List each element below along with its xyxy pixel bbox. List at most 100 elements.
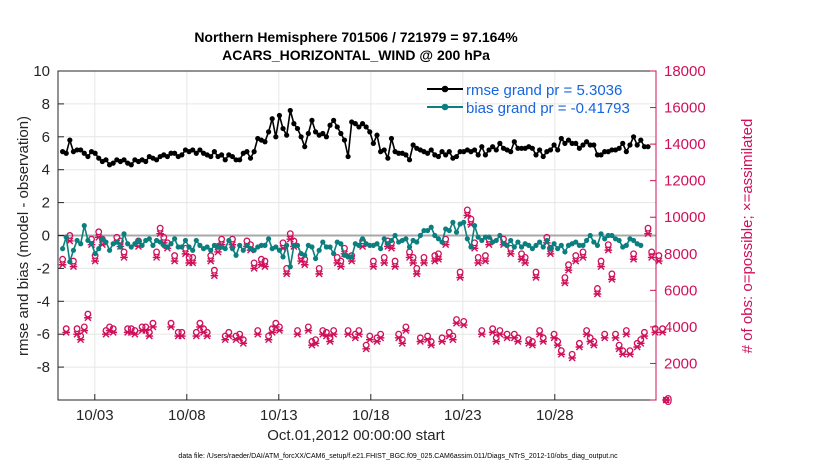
bias-point bbox=[544, 237, 550, 244]
bias-point bbox=[226, 237, 232, 244]
rmse-point bbox=[302, 144, 308, 150]
obs-possible-point bbox=[391, 257, 399, 265]
rmse-point bbox=[298, 134, 304, 140]
rmse-point bbox=[74, 147, 80, 153]
bias-point bbox=[117, 244, 124, 250]
rmse-point bbox=[569, 140, 575, 146]
rmse-point bbox=[385, 155, 391, 161]
bias-point bbox=[291, 242, 297, 248]
rmse-point bbox=[359, 121, 366, 127]
obs-assimilated-point bbox=[405, 253, 414, 261]
rmse-point bbox=[323, 134, 330, 140]
rmse-point bbox=[265, 129, 272, 135]
bias-point bbox=[381, 236, 387, 242]
obs-assimilated-point bbox=[206, 257, 215, 265]
rmse-point bbox=[327, 122, 333, 128]
obs-assimilated-point bbox=[261, 263, 269, 271]
obs-possible-point bbox=[420, 253, 428, 261]
rmse-point bbox=[490, 144, 496, 150]
obs-assimilated-point bbox=[156, 230, 164, 238]
bias-point bbox=[262, 242, 268, 248]
bias-point bbox=[576, 242, 582, 248]
rmse-point bbox=[190, 147, 196, 153]
obs-assimilated-point bbox=[506, 250, 515, 258]
obs-assimilated-point bbox=[69, 263, 78, 271]
rmse-point bbox=[453, 153, 460, 160]
obs-assimilated-point bbox=[600, 334, 609, 342]
bias-point bbox=[471, 223, 478, 229]
obs-assimilated-point bbox=[188, 259, 197, 267]
rmse-point bbox=[540, 153, 546, 160]
rmse-point bbox=[587, 142, 593, 148]
bias-point bbox=[432, 232, 438, 239]
bias-point bbox=[316, 247, 322, 253]
bias-point bbox=[518, 244, 525, 250]
bias-point bbox=[504, 242, 510, 248]
bias-point bbox=[446, 227, 452, 234]
bias-point bbox=[233, 252, 239, 258]
bias-point bbox=[602, 236, 608, 242]
bias-point bbox=[345, 254, 351, 260]
rmse-point bbox=[374, 132, 380, 138]
rmse-point bbox=[497, 140, 503, 146]
left-tick-label: -2 bbox=[37, 260, 50, 277]
rmse-point bbox=[533, 152, 539, 158]
bias-point bbox=[630, 237, 637, 244]
obs-possible-point bbox=[481, 252, 489, 260]
obs-assimilated-point bbox=[167, 323, 175, 331]
rmse-point bbox=[537, 147, 543, 153]
bias-point bbox=[475, 234, 481, 240]
obs-possible-point bbox=[279, 239, 287, 247]
bias-point bbox=[403, 236, 409, 242]
bias-point bbox=[70, 247, 77, 253]
bias-point bbox=[587, 232, 593, 239]
right-tick-label: 10000 bbox=[664, 209, 706, 226]
obs-assimilated-point bbox=[662, 396, 670, 404]
obs-assimilated-point bbox=[590, 341, 598, 349]
bias-point bbox=[424, 227, 431, 234]
x-tick-label: 10/18 bbox=[352, 407, 390, 424]
obs-assimilated-point bbox=[376, 334, 385, 342]
bias-point bbox=[302, 252, 308, 258]
obs-assimilated-point bbox=[178, 332, 186, 340]
obs-assimilated-point bbox=[337, 263, 345, 271]
left-tick-label: 2 bbox=[42, 195, 50, 212]
bias-point bbox=[508, 237, 514, 244]
obs-assimilated-point bbox=[311, 339, 320, 347]
obs-assimilated-point bbox=[622, 330, 631, 338]
bias-point bbox=[450, 219, 456, 225]
data-file-footnote: data file: /Users/raeder/DAI/ATM_forcXX/… bbox=[178, 453, 618, 460]
rmse-point bbox=[222, 157, 228, 163]
obs-assimilated-point bbox=[550, 334, 558, 342]
bias-point bbox=[417, 232, 423, 239]
bias-point bbox=[479, 237, 485, 244]
obs-assimilated-point bbox=[579, 253, 587, 261]
obs-assimilated-point bbox=[557, 350, 566, 358]
obs-possible-point bbox=[434, 250, 442, 258]
obs-assimilated-point bbox=[409, 259, 417, 267]
rmse-point bbox=[634, 142, 640, 148]
obs-assimilated-point bbox=[514, 338, 522, 346]
rmse-point bbox=[197, 147, 203, 153]
obs-assimilated-point bbox=[315, 270, 323, 278]
rmse-point bbox=[168, 150, 174, 156]
obs-assimilated-point bbox=[452, 319, 461, 327]
bias-point bbox=[378, 246, 384, 252]
obs-possible-point bbox=[565, 261, 572, 269]
bias-point bbox=[359, 236, 366, 242]
rmse-point bbox=[443, 152, 449, 158]
right-tick-label: 12000 bbox=[664, 173, 706, 190]
obs-assimilated-point bbox=[394, 334, 403, 342]
rmse-point bbox=[598, 152, 604, 158]
rmse-point bbox=[193, 150, 199, 156]
obs-possible-point bbox=[261, 257, 269, 265]
obs-possible-point bbox=[561, 274, 569, 281]
obs-assimilated-point bbox=[571, 257, 580, 265]
bias-point bbox=[63, 234, 69, 240]
obs-assimilated-point bbox=[420, 259, 428, 267]
bias-point bbox=[204, 244, 210, 250]
obs-assimilated-point bbox=[282, 270, 291, 278]
bias-point bbox=[562, 249, 568, 255]
rmse-point bbox=[96, 155, 102, 161]
bias-point bbox=[132, 241, 138, 247]
